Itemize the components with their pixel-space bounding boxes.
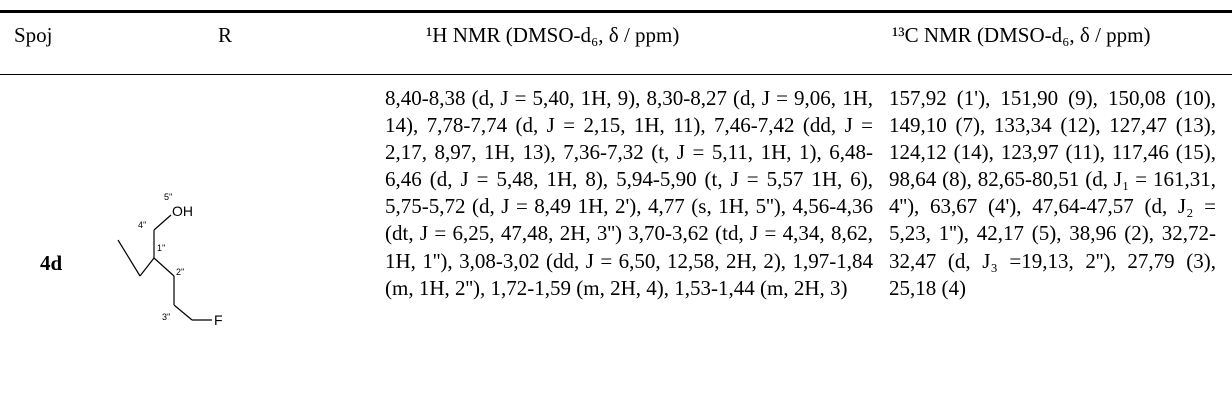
table-top-rule — [0, 10, 1232, 13]
c-nmr-data: 157,92 (1'), 151,90 (9), 150,08 (10), 14… — [889, 86, 1216, 300]
h-nmr-data: 8,40-8,38 (d, J = 5,40, 1H, 9), 8,30-8,2… — [385, 86, 873, 300]
header-rule — [0, 74, 1232, 75]
hydroxyl-label: OH — [172, 203, 193, 219]
compound-id: 4d — [40, 251, 63, 275]
atom-label-2: 2'' — [176, 267, 185, 277]
atom-label-5: 5'' — [164, 192, 173, 202]
header-compound: Spoj — [14, 23, 53, 47]
atom-label-3: 3'' — [162, 312, 171, 322]
atom-label-4: 4'' — [138, 220, 147, 230]
fluorine-label: F — [214, 312, 223, 328]
header-h-nmr: ¹H NMR (DMSO-d₆, δ / ppm) — [426, 23, 680, 47]
header-c-nmr: ¹³C NMR (DMSO-d₆, δ / ppm) — [892, 23, 1151, 47]
atom-label-1: 1'' — [157, 243, 166, 253]
r-group-structure: 5'' OH 4'' 1'' 2'' 3'' F — [117, 192, 223, 328]
header-r: R — [218, 23, 233, 47]
